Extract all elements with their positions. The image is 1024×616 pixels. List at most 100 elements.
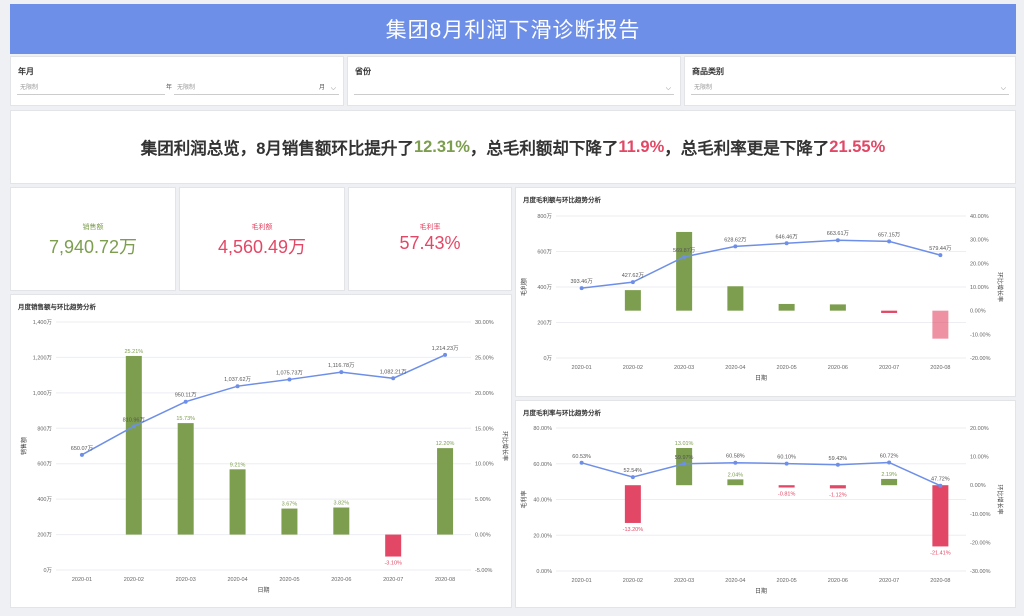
category-select[interactable]: 无限制 ⌵ — [691, 82, 1009, 95]
bar-label: 2.04% — [728, 472, 744, 478]
line-point — [938, 253, 943, 258]
line-point — [235, 384, 240, 389]
bar-label: -3.10% — [384, 561, 402, 567]
x-tick-label: 2020-01 — [572, 365, 592, 371]
y-tick-label: 0万 — [43, 567, 52, 574]
series-line — [581, 239, 941, 289]
y2-tick-label: 25.00% — [475, 355, 494, 361]
y-tick-label: 1,200万 — [33, 354, 53, 361]
y-tick-label: 1,000万 — [33, 390, 53, 397]
bar-label: 12.20% — [436, 441, 455, 447]
bar — [624, 485, 641, 523]
year-select[interactable]: 无限制 — [17, 82, 165, 95]
y-tick-label: 0.00% — [536, 569, 552, 575]
x-tick-label: 2020-04 — [725, 365, 745, 371]
x-tick-label: 2020-06 — [828, 578, 848, 584]
y-tick-label: 800万 — [37, 425, 52, 432]
month-select[interactable]: 无限制 ⌵ 月 — [174, 82, 339, 95]
kpi-profit-value: 4,560.49万 — [217, 237, 307, 257]
bar — [281, 508, 298, 535]
bar-label: -0.81% — [778, 492, 796, 498]
line-label: 569.87万 — [673, 247, 696, 254]
bar — [437, 448, 454, 535]
bar — [333, 507, 350, 535]
y-axis-title: 销售额 — [20, 437, 28, 455]
headline-mid2: ，总毛利率更是下降了 — [664, 140, 830, 158]
x-tick-label: 2020-07 — [383, 577, 403, 583]
bar-label: 25.21% — [124, 349, 143, 355]
year-select-value: 无限制 — [20, 85, 39, 91]
bar-label: 9.21% — [230, 462, 246, 468]
line-point — [887, 460, 892, 465]
kpi-profit-card: 毛利额 4,560.49万 — [179, 187, 345, 291]
line-point — [287, 377, 292, 382]
y2-tick-label: -20.00% — [970, 540, 991, 546]
line-point — [79, 452, 84, 457]
line-point — [733, 460, 738, 465]
bar — [778, 303, 795, 311]
line-point — [630, 280, 635, 285]
y-tick-label: 400万 — [537, 284, 552, 291]
bar-label: 15.73% — [176, 416, 195, 422]
x-tick-label: 2020-05 — [777, 365, 797, 371]
y2-tick-label: -10.00% — [970, 332, 991, 338]
line-point — [443, 352, 448, 357]
line-label: 1,082.21万 — [380, 368, 407, 375]
bar — [727, 479, 744, 486]
y-tick-label: 800万 — [537, 213, 552, 220]
x-tick-label: 2020-02 — [623, 578, 643, 584]
line-point — [835, 238, 840, 243]
y2-tick-label: -10.00% — [970, 512, 991, 518]
headline-prefix: 集团利润总览，8月销售额环比提升了 — [140, 140, 414, 158]
bar-label: 3.67% — [282, 502, 298, 508]
filter-year-month-label: 年月 — [18, 67, 34, 76]
y-tick-label: 60.00% — [533, 462, 552, 468]
bar — [385, 534, 402, 557]
kpi-margin-label: 毛利率 — [419, 224, 441, 231]
line-label: 393.46万 — [570, 278, 593, 285]
y-tick-label: 400万 — [37, 496, 52, 503]
y-tick-label: 200万 — [37, 532, 52, 539]
y-tick-label: 0万 — [543, 355, 552, 362]
headline-sales-growth: 12.31% — [413, 137, 470, 156]
line-point — [784, 241, 789, 246]
line-point — [733, 244, 738, 249]
filter-province-label: 省份 — [355, 67, 371, 76]
bar — [932, 310, 949, 339]
y2-axis-title: 环比增长率 — [996, 484, 1004, 514]
x-tick-label: 2020-08 — [930, 365, 950, 371]
line-label: 1,214.23万 — [432, 345, 459, 352]
line-point — [183, 399, 188, 404]
y2-axis-title: 环比增长率 — [996, 272, 1004, 302]
headline-margin-drop: 21.55% — [829, 137, 886, 156]
bar — [829, 485, 846, 489]
y-tick-label: 40.00% — [533, 498, 552, 504]
y2-tick-label: 15.00% — [475, 426, 494, 432]
x-tick-label: 2020-03 — [674, 578, 694, 584]
profit-chart: 0万 200万 400万 600万 800万 -20.00% -10.00% 0.00% 10.… — [520, 213, 1004, 382]
margin-chart: 0.00% 20.00% 40.00% 60.00% 80.00% -30.00% -20.… — [520, 426, 1004, 595]
line-point — [887, 239, 892, 244]
y2-tick-label: 0.00% — [970, 483, 986, 489]
line-label: 59.42% — [829, 456, 848, 462]
chevron-down-icon: ⌵ — [1000, 85, 1006, 92]
bar — [676, 231, 693, 311]
line-label: 628.62万 — [724, 236, 747, 243]
line-point — [682, 254, 687, 259]
y-tick-label: 1,400万 — [33, 319, 53, 326]
line-label: 60.53% — [572, 454, 591, 460]
x-tick-label: 2020-07 — [879, 578, 899, 584]
x-axis-title: 日期 — [755, 374, 767, 382]
bar — [932, 485, 949, 547]
y2-tick-label: 10.00% — [970, 455, 989, 461]
kpi-sales-value: 7,940.72万 — [48, 237, 138, 257]
profit-overview-headline: 集团利润总览，8月销售额环比提升了 12.31% ，总毛利额却下降了 11.9% ，总毛… — [10, 110, 1016, 184]
x-tick-label: 2020-02 — [623, 365, 643, 371]
x-tick-label: 2020-02 — [124, 577, 144, 583]
bar-label: -13.20% — [623, 527, 644, 533]
line-point — [938, 483, 943, 488]
sales-chart-title: 月度销售额与环比趋势分析 — [18, 304, 96, 311]
province-select[interactable]: ⌵ — [354, 82, 674, 95]
bar — [778, 485, 795, 488]
y-axis-title: 毛利率 — [520, 490, 528, 508]
